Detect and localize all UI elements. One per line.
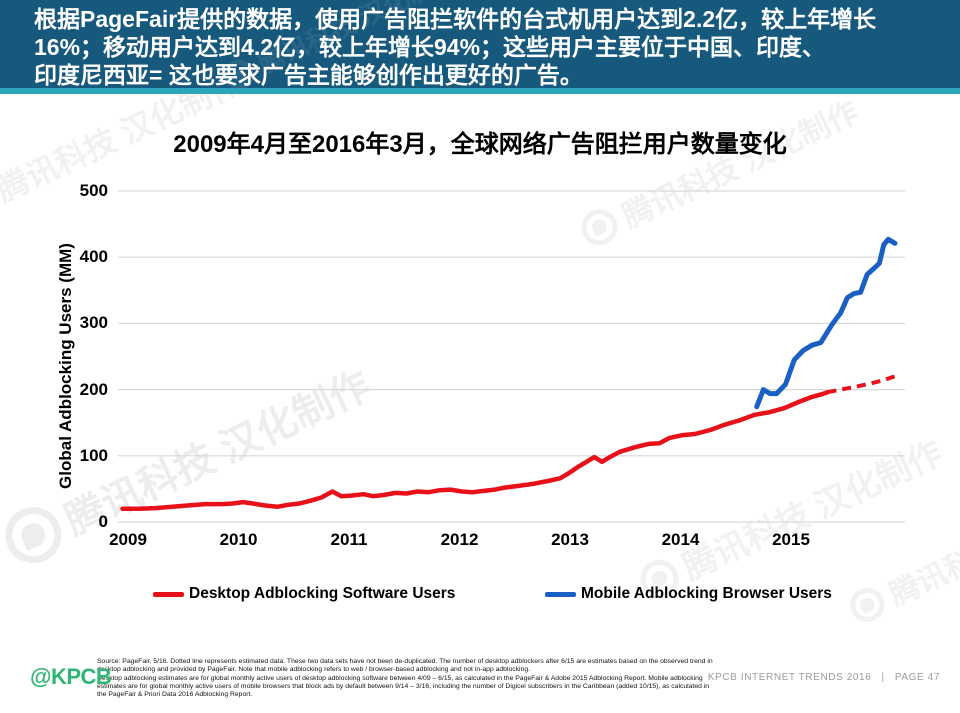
source-line: the PageFair & Priori Data 2016 Adblocki…	[97, 691, 253, 699]
kpcb-logo: @KPCB	[30, 664, 112, 689]
x-tick-2009: 2009	[109, 530, 147, 549]
header-line-2: 16%；移动用户达到4.2亿，较上年增长94%；这些用户主要位于中国、印度、	[34, 34, 826, 60]
legend-label-desktop: Desktop Adblocking Software Users	[189, 585, 456, 602]
y-tick-300: 300	[79, 313, 108, 333]
x-tick-2015: 2015	[772, 530, 810, 549]
page-label: KPCB INTERNET TRENDS 2016 | PAGE 47	[707, 672, 940, 683]
header-banner: 根据PageFair提供的数据，使用广告阻拦软件的台式机用户达到2.2亿，较上年…	[0, 0, 960, 95]
source-line: Source: PageFair, 5/16. Dotted line repr…	[97, 658, 713, 665]
source-line: desktop adblocking and provided by PageF…	[97, 666, 531, 674]
mobile-line-swatch	[545, 591, 576, 597]
legend-item-mobile: Mobile Adblocking Browser Users	[545, 585, 832, 603]
y-tick-100: 100	[79, 445, 108, 465]
source-line: estimates are for global monthly active …	[97, 682, 710, 690]
series-line	[754, 236, 898, 410]
chart-title: 2009年4月至2016年3月，全球网络广告阻拦用户数量变化	[173, 131, 787, 158]
y-tick-500: 500	[79, 181, 108, 200]
header-line-1: 根据PageFair提供的数据，使用广告阻拦软件的台式机用户达到2.2亿，较上年…	[34, 6, 877, 32]
series-line	[827, 374, 896, 395]
header-line-3: 印度尼西亚= 这也要求广告主能够创作出更好的广告。	[34, 62, 583, 88]
header-text: 根据PageFair提供的数据，使用广告阻拦软件的台式机用户达到2.2亿，较上年…	[34, 5, 949, 89]
y-tick-0: 0	[98, 512, 108, 531]
y-tick-400: 400	[79, 247, 108, 267]
series-line	[120, 389, 830, 512]
header-divider	[0, 88, 960, 94]
legend-item-desktop: Desktop Adblocking Software Users	[153, 585, 455, 603]
x-tick-2012: 2012	[440, 530, 479, 549]
x-tick-2013: 2013	[551, 530, 589, 549]
x-tick-2010: 2010	[219, 530, 258, 549]
y-tick-200: 200	[79, 379, 108, 399]
x-tick-2014: 2014	[661, 530, 700, 549]
source-line: Desktop adblocking estimates are for glo…	[97, 674, 703, 682]
desktop-line-swatch	[153, 591, 184, 597]
x-tick-2011: 2011	[330, 530, 368, 549]
source-note: Source: PageFair, 5/16. Dotted line repr…	[97, 658, 722, 699]
legend-label-mobile: Mobile Adblocking Browser Users	[581, 585, 832, 602]
